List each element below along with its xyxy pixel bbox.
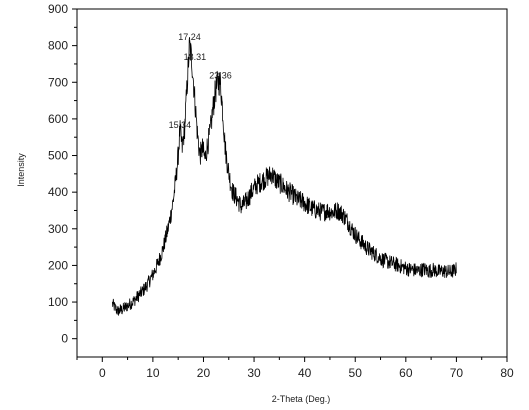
y-tick-label: 800 xyxy=(48,39,68,53)
y-tick-label: 500 xyxy=(48,149,68,163)
peak-label: 17.24 xyxy=(178,32,201,42)
x-tick-label: 80 xyxy=(500,366,514,380)
x-tick-label: 40 xyxy=(298,366,312,380)
x-tick-label: 20 xyxy=(197,366,211,380)
x-axis: 0 10 20 30 40 50 60 70 80 xyxy=(76,357,514,380)
y-tick-label: 600 xyxy=(48,112,68,126)
x-axis-title: 2-Theta (Deg.) xyxy=(272,394,331,404)
y-tick-label: 300 xyxy=(48,222,68,236)
y-tick-label: 400 xyxy=(48,185,68,199)
y-tick-label: 100 xyxy=(48,295,68,309)
peak-label: 23.36 xyxy=(209,70,232,80)
x-tick-label: 60 xyxy=(399,366,413,380)
peak-label: 18.31 xyxy=(184,52,207,62)
x-tick-label: 30 xyxy=(247,366,261,380)
x-tick-label: 0 xyxy=(99,366,106,380)
y-tick-label: 0 xyxy=(61,332,68,346)
y-tick-label: 200 xyxy=(48,258,68,272)
plot-area xyxy=(76,8,508,358)
data-line xyxy=(112,37,457,316)
peak-label: 15.34 xyxy=(169,120,192,130)
data-layer xyxy=(112,37,457,316)
x-tick-label: 10 xyxy=(146,366,160,380)
y-tick-label: 900 xyxy=(48,2,68,16)
y-tick-label: 700 xyxy=(48,75,68,89)
x-tick-label: 50 xyxy=(349,366,363,380)
y-axis: 0 100 200 300 400 500 600 700 800 900 xyxy=(48,2,77,346)
y-axis-title: Intensity xyxy=(16,153,26,187)
x-tick-label: 70 xyxy=(450,366,464,380)
plot-frame xyxy=(76,8,508,358)
